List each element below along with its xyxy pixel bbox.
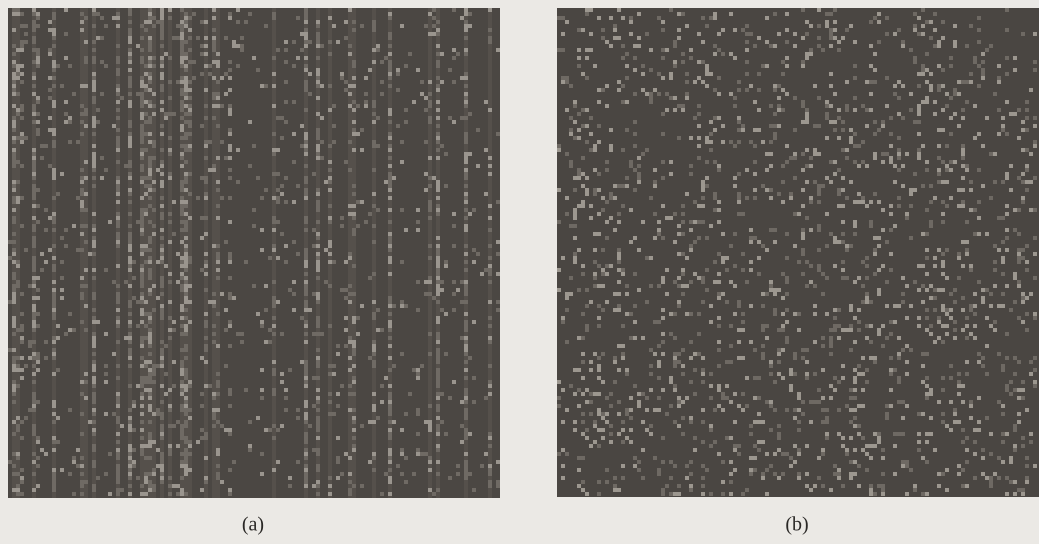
page: (a) (b) (() => { const data = JSON.parse… [0,0,1039,544]
figure: (a) (b) [0,0,1039,544]
panel-label: (a) [242,514,264,536]
panel-label: (b) [785,514,808,536]
